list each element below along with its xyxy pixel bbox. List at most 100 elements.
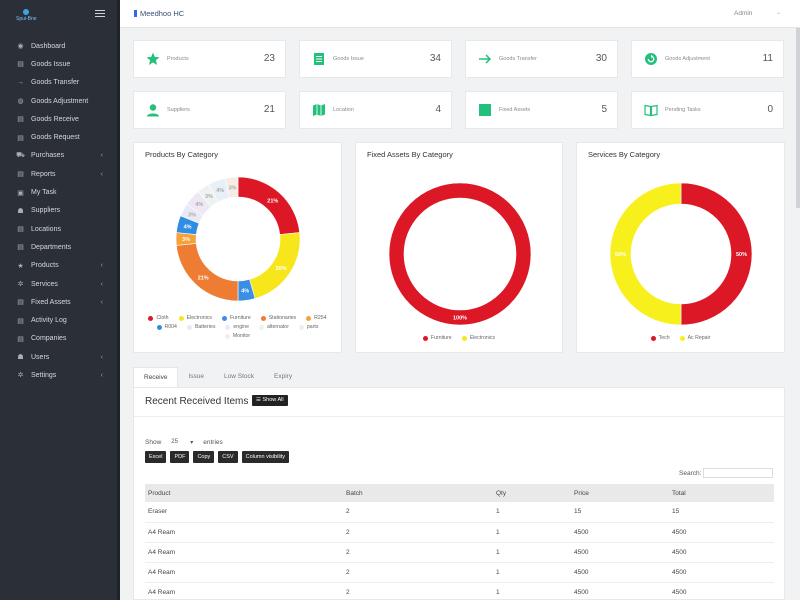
legend-item[interactable]: Furniture <box>422 335 452 341</box>
sidebar-item-goods-receive[interactable]: ▤ Goods Receive <box>0 110 117 128</box>
sidebar-item-departments[interactable]: ▤ Departments <box>0 238 117 256</box>
slice-cloth[interactable] <box>237 176 300 235</box>
sidebar-item-users[interactable]: ☗ Users ‹ <box>0 348 117 366</box>
column-header-product[interactable]: Product <box>145 484 343 502</box>
chevron-down-icon[interactable]: ⌄ <box>776 10 782 16</box>
slice-label: 21% <box>198 276 209 282</box>
caret-down-icon: ▾ <box>190 439 194 446</box>
sidebar-item-locations[interactable]: ▤ Locations <box>0 220 117 238</box>
stat-card-suppliers[interactable]: Suppliers 21 <box>133 91 286 129</box>
legend-label: Monitor <box>232 333 251 339</box>
stat-card-pending-tasks[interactable]: Pending Tasks 0 <box>631 91 784 129</box>
legend-item[interactable]: alternator <box>259 324 289 330</box>
csv-button[interactable]: CSV <box>218 451 238 463</box>
tab-expiry[interactable]: Expiry <box>274 373 293 380</box>
services-donut-chart[interactable]: 50% 50% <box>577 143 786 354</box>
table-cell: 2 <box>343 502 493 523</box>
legend-item[interactable]: R004 <box>156 324 177 330</box>
slice-tech[interactable] <box>680 182 753 326</box>
stat-card-fixed-assets[interactable]: Fixed Assets 5 <box>465 91 618 129</box>
legend-item[interactable]: Stationaries <box>260 315 296 321</box>
sidebar-item-services[interactable]: ✲ Services ‹ <box>0 275 117 293</box>
products-donut-chart[interactable]: 21%20%4%21%3%4%3%4%3%4% 3% <box>134 143 343 354</box>
legend-item[interactable]: Electronics <box>178 315 212 321</box>
departments-icon: ▤ <box>17 244 24 252</box>
page-scrollbar[interactable] <box>796 28 800 208</box>
sidebar-item-activity-log[interactable]: ▤ Activity Log <box>0 311 117 329</box>
legend-item[interactable]: Tech <box>650 335 670 341</box>
sidebar-item-suppliers[interactable]: ☗ Suppliers <box>0 202 117 220</box>
column-visibility-button[interactable]: Column visibility <box>241 451 290 463</box>
settings-icon: ✲ <box>17 372 24 380</box>
table-cell: 1 <box>493 582 571 600</box>
sidebar-item-purchases[interactable]: ⛟ Purchases ‹ <box>0 147 117 165</box>
column-header-price[interactable]: Price <box>571 484 669 502</box>
table-row[interactable]: A4 Ream 2 1 4500 4500 <box>145 562 774 583</box>
legend-item[interactable]: Ac Repair <box>679 335 711 341</box>
sidebar-item-companies[interactable]: ▤ Companies <box>0 330 117 348</box>
legend-item[interactable]: R254 <box>306 315 327 321</box>
legend-item[interactable]: Monitor <box>224 333 251 339</box>
tab-low-stock[interactable]: Low Stock <box>224 373 255 380</box>
tab-issue[interactable]: Issue <box>188 373 205 380</box>
table-row[interactable]: Eraser 2 1 15 15 <box>145 502 774 523</box>
slice-stationaries[interactable] <box>176 243 239 302</box>
sidebar-item-goods-issue[interactable]: ▤ Goods Issue <box>0 55 117 73</box>
stat-card-goods-transfer[interactable]: Goods Transfer 30 <box>465 40 618 78</box>
sidebar-item-goods-transfer[interactable]: → Goods Transfer <box>0 74 117 92</box>
sidebar-item-fixed-assets[interactable]: ▤ Fixed Assets ‹ <box>0 293 117 311</box>
search-control: Search: <box>679 468 774 478</box>
stat-card-goods-adjustment[interactable]: Goods Adjustment 11 <box>631 40 784 78</box>
sidebar-item-products[interactable]: ★ Products ‹ <box>0 257 117 275</box>
sidebar-item-goods-request[interactable]: ▤ Goods Request <box>0 128 117 146</box>
sidebar-item-goods-adjustment[interactable]: ◍ Goods Adjustment <box>0 92 117 110</box>
menu-toggle-icon[interactable] <box>95 10 105 18</box>
search-input[interactable] <box>703 468 774 478</box>
stat-label: Products <box>167 56 189 62</box>
sidebar-scrollbar[interactable] <box>117 0 120 600</box>
slice-furniture[interactable] <box>388 182 532 326</box>
show-all-button[interactable]: ☰ Show All <box>252 395 288 406</box>
stat-card-location[interactable]: Location 4 <box>299 91 452 129</box>
legend-label: Ac Repair <box>687 335 711 341</box>
chevron-left-icon: ‹ <box>100 298 103 306</box>
stat-card-goods-issue[interactable]: Goods Issue 34 <box>299 40 452 78</box>
sidebar-item-label: Departments <box>31 243 72 251</box>
sidebar-item-my-task[interactable]: ▣ My Task <box>0 183 117 201</box>
column-header-batch[interactable]: Batch <box>343 484 493 502</box>
inbox-icon: ▤ <box>17 116 24 124</box>
column-header-qty[interactable]: Qty <box>493 484 571 502</box>
legend-item[interactable]: engine <box>225 324 249 330</box>
tab-receive[interactable]: Receive <box>133 367 179 387</box>
slice-ac-repair[interactable] <box>609 182 682 326</box>
pdf-button[interactable]: PDF <box>170 451 190 463</box>
slice-label: 100% <box>453 316 467 322</box>
stat-card-products[interactable]: Products 23 <box>133 40 286 78</box>
sidebar-item-reports[interactable]: ▤ Reports ‹ <box>0 165 117 183</box>
table-cell: 1 <box>493 562 571 583</box>
sidebar-item-dashboard[interactable]: ◉ Dashboard <box>0 37 117 55</box>
legend-item[interactable]: Cloth <box>148 315 169 321</box>
entries-value: 25 <box>171 439 178 445</box>
excel-button[interactable]: Excel <box>145 451 167 463</box>
copy-button[interactable]: Copy <box>193 451 215 463</box>
sidebar-item-settings[interactable]: ✲ Settings ‹ <box>0 366 117 384</box>
legend-item[interactable]: Furniture <box>221 315 251 321</box>
brand[interactable]: Spui-Bne <box>0 0 117 30</box>
user-menu[interactable]: Admin <box>734 10 753 17</box>
legend-item[interactable]: Electronics <box>461 335 495 341</box>
slice-monitor[interactable] <box>224 176 239 199</box>
legend-item[interactable]: parts <box>298 324 318 330</box>
column-header-total[interactable]: Total <box>669 484 774 502</box>
legend-item[interactable]: Batteries <box>186 324 216 330</box>
sidebar: Spui-Bne ◉ Dashboard ▤ Goods Issue → Goods Tr… <box>0 0 117 600</box>
app-title[interactable]: Meedhoo HC <box>134 9 184 18</box>
entries-select[interactable]: 25 ▾ <box>167 437 197 447</box>
table-row[interactable]: A4 Ream 2 1 4500 4500 <box>145 522 774 543</box>
table-row[interactable]: A4 Ream 2 1 4500 4500 <box>145 582 774 600</box>
table-row[interactable]: A4 Ream 2 1 4500 4500 <box>145 542 774 563</box>
fixed-assets-donut-chart[interactable]: 100% <box>356 143 564 354</box>
table-cell: 4500 <box>669 522 774 543</box>
legend-label: Batteries <box>194 324 216 330</box>
chart-title: Fixed Assets By Category <box>367 150 453 159</box>
